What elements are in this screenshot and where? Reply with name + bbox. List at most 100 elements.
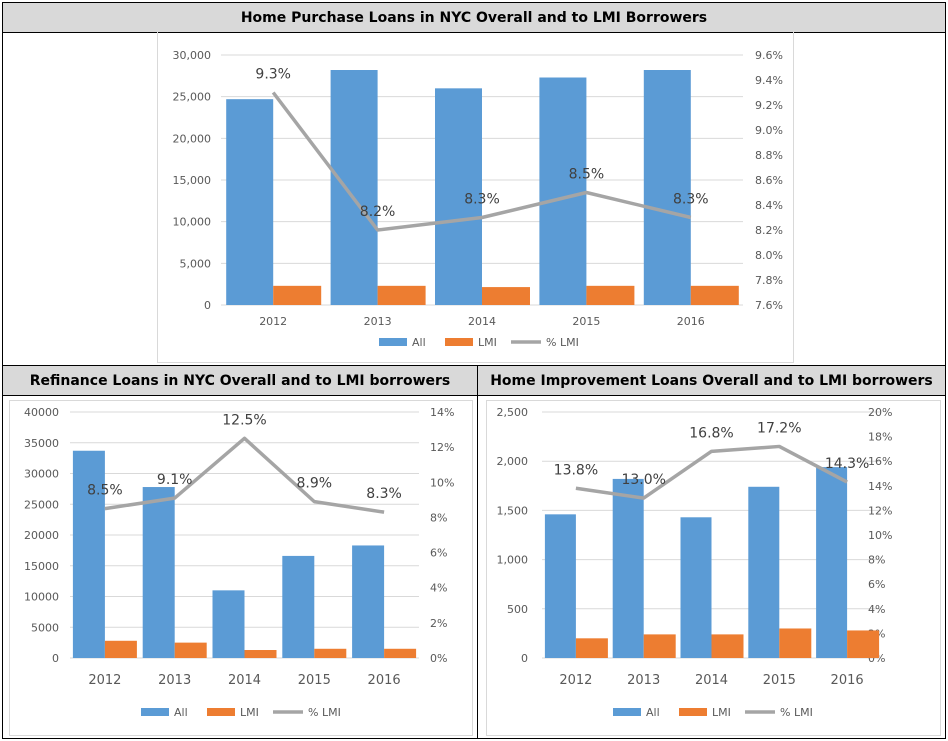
refinance-chart: 0 5000 10000 15000 20000 25000 30000 35000 40000… [24,406,454,719]
improvement-y2-tick-label: 14% [868,480,892,493]
purchase-legend-lmi-swatch [445,338,473,346]
improvement-category-label: 2012 [559,673,592,688]
refinance-chart-frame [9,400,473,736]
improvement-category-label: 2013 [627,673,660,688]
refinance-y-tick-label: 15000 [24,560,59,573]
purchase-y2-tick-label: 9.6% [755,49,783,62]
refinance-y2-tick-label: 4% [430,582,447,595]
improvement-bar-lmi [575,638,608,658]
refinance-y-tick-label: 35000 [24,437,59,450]
purchase-bar-lmi [482,287,530,305]
purchase-y2-tick-label: 8.2% [755,224,783,237]
purchase-bar-lmi [377,285,426,305]
improvement-pct-data-label: 13.0% [621,472,665,488]
refinance-pct-data-label: 12.5% [222,412,266,428]
improvement-y2-tick-label: 20% [868,406,892,419]
refinance-category-label: 2012 [88,673,121,688]
improvement-y-tick-label: 0 [521,652,528,665]
purchase-bar-all [330,70,378,305]
refinance-y2-tick-label: 2% [430,617,447,630]
improvement-legend-all-swatch [613,708,641,716]
refinance-bar-lmi [104,640,137,658]
purchase-legend-pct-label: % LMI [546,336,579,349]
purchase-y-tick-label: 30,000 [173,49,212,62]
improvement-panel: Home Improvement Loans Overall and to LM… [477,365,946,739]
refinance-y-tick-label: 5000 [31,621,59,634]
purchase-bar-lmi [586,285,635,305]
purchase-y2-tick-label: 8.0% [755,249,783,262]
purchase-panel-title: Home Purchase Loans in NYC Overall and t… [3,3,945,33]
purchase-y-tick-label: 0 [204,299,211,312]
refinance-bar-all [72,450,105,658]
purchase-y-tick-label: 25,000 [173,91,212,104]
improvement-pct-data-label: 14.3% [825,456,869,472]
purchase-category-label: 2016 [677,315,705,328]
refinance-y-tick-label: 40000 [24,406,59,419]
purchase-y2-tick-label: 9.0% [755,124,783,137]
purchase-y2-tick-label: 9.4% [755,74,783,87]
improvement-bar-lmi [779,628,812,658]
improvement-y-tick-label: 500 [507,603,528,616]
purchase-category-label: 2012 [259,315,287,328]
purchase-legend-all-swatch [379,338,407,346]
purchase-bar-all [643,70,691,305]
improvement-chart: 05001,0001,5002,0002,5000%2%4%6%8%10%12%… [497,406,893,719]
purchase-bar-all [435,88,482,305]
improvement-y2-tick-label: 8% [868,554,885,567]
purchase-y2-tick-label: 8.4% [755,199,783,212]
purchase-chart-frame [157,29,794,363]
improvement-bar-all [748,486,780,658]
purchase-bar-lmi [690,285,739,305]
purchase-y2-tick-label: 7.6% [755,299,783,312]
refinance-y-tick-label: 30000 [24,468,59,481]
improvement-y2-tick-label: 12% [868,504,892,517]
improvement-legend-all-label: All [646,706,660,719]
improvement-y2-tick-label: 16% [868,455,892,468]
refinance-category-label: 2015 [298,673,331,688]
purchase-y-tick-label: 15,000 [173,174,212,187]
improvement-bar-all [544,514,576,658]
refinance-y-tick-label: 0 [52,652,59,665]
refinance-legend-all-label: All [174,706,188,719]
improvement-y-tick-label: 2,500 [497,406,529,419]
improvement-category-label: 2015 [763,673,796,688]
refinance-pct-data-label: 8.9% [297,476,333,492]
purchase-pct-data-label: 8.3% [464,192,500,208]
refinance-y2-tick-label: 8% [430,511,447,524]
purchase-pct-data-label: 9.3% [255,67,291,83]
refinance-y2-tick-label: 10% [430,476,454,489]
improvement-bar-all [680,517,712,658]
refinance-legend-lmi-swatch [207,708,235,716]
improvement-y-tick-label: 2,000 [497,455,529,468]
improvement-category-label: 2016 [831,673,864,688]
purchase-legend-lmi-label: LMI [478,336,497,349]
improvement-y-tick-label: 1,500 [497,504,529,517]
purchase-pct-data-label: 8.3% [673,192,709,208]
refinance-legend-all-swatch [141,708,169,716]
purchase-bar-all [539,77,587,305]
refinance-category-label: 2014 [228,673,261,688]
improvement-pct-data-label: 13.8% [554,462,598,478]
improvement-legend-lmi-swatch [679,708,707,716]
purchase-y-tick-label: 10,000 [173,216,212,229]
refinance-bar-lmi [314,648,347,658]
improvement-bar-all [612,478,644,658]
refinance-bar-all [212,590,245,658]
improvement-bar-lmi [711,634,744,658]
improvement-y2-tick-label: 6% [868,578,885,591]
refinance-bar-all [352,545,385,658]
refinance-panel-title: Refinance Loans in NYC Overall and to LM… [3,366,477,396]
improvement-bar-lmi [643,634,676,658]
refinance-y2-tick-label: 12% [430,441,454,454]
improvement-bar-lmi [847,630,880,658]
refinance-y-tick-label: 25000 [24,498,59,511]
refinance-y2-tick-label: 14% [430,406,454,419]
improvement-pct-lmi-line [575,444,848,500]
refinance-legend-pct-label: % LMI [308,706,341,719]
improvement-legend-lmi-label: LMI [712,706,731,719]
refinance-y2-tick-label: 0% [430,652,447,665]
refinance-bar-lmi [384,648,417,658]
improvement-panel-title: Home Improvement Loans Overall and to LM… [478,366,945,396]
purchase-bar-lmi [273,285,322,305]
improvement-y-tick-label: 1,000 [497,554,529,567]
